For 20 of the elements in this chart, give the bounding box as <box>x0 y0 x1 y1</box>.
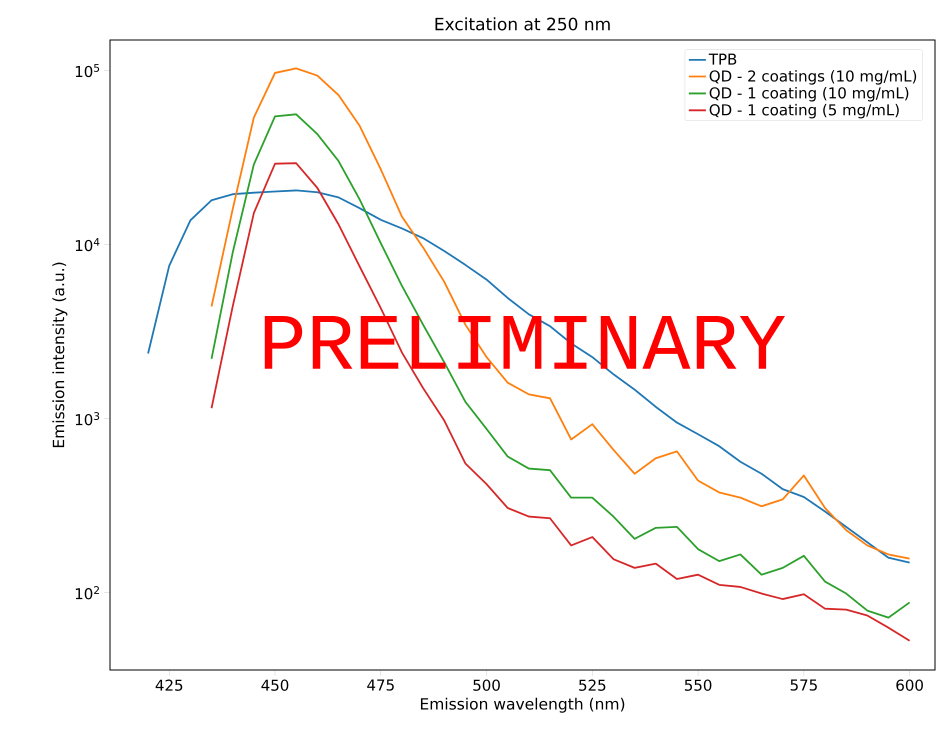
x-tick-label: 550 <box>684 680 712 691</box>
legend-label: QD - 1 coating (10 mg/mL) <box>710 86 908 102</box>
y-tick-label: 10$^{2}$ <box>76 586 99 600</box>
line-series <box>147 190 911 564</box>
x-tick-label: 575 <box>790 680 817 691</box>
legend-label: TPB <box>708 54 736 65</box>
x-tick-label: 600 <box>896 680 923 691</box>
y-tick-label: 10$^{3}$ <box>76 412 100 426</box>
y-tick-label: 10$^{5}$ <box>76 64 100 78</box>
x-tick-label: 500 <box>473 680 500 691</box>
x-axis-title: Emission wavelength (nm) <box>420 698 624 713</box>
y-axis-title: Emission intensity (a.u.) <box>52 262 68 448</box>
x-tick-label: 525 <box>579 680 606 691</box>
x-tick-label: 475 <box>367 680 394 691</box>
x-tick-label: 450 <box>261 680 288 691</box>
y-tick-label: 10$^{4}$ <box>76 238 100 252</box>
legend-label: QD - 1 coating (5 mg/mL) <box>710 104 899 118</box>
legend-label: QD - 2 coatings (10 mg/mL) <box>710 70 916 85</box>
chart-title: Excitation at 250 nm <box>436 17 610 30</box>
x-tick-label: 425 <box>156 680 182 691</box>
